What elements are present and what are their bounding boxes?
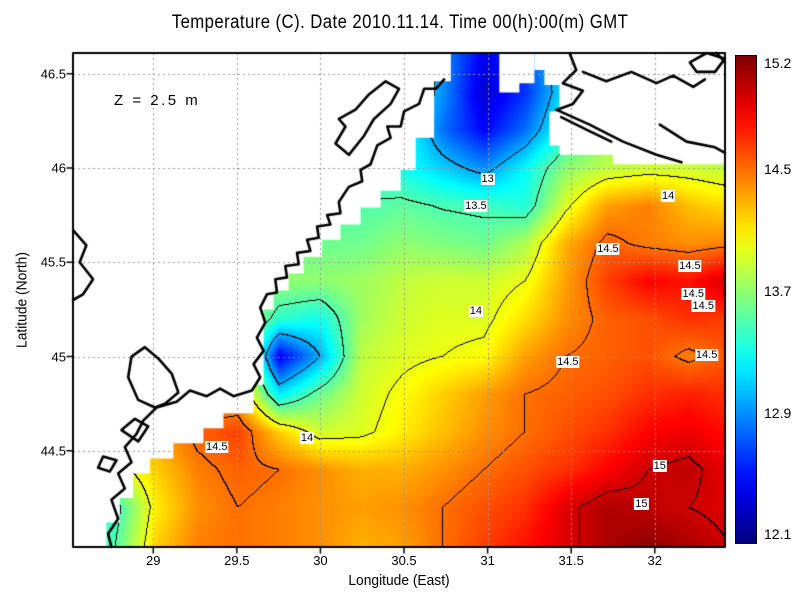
colorbar-tick-label: 14.5 <box>764 161 792 178</box>
plot-title: Temperature (C). Date 2010.11.14. Time 0… <box>171 12 629 33</box>
contour-label: 14.5 <box>691 299 715 312</box>
contour-label: 14.5 <box>556 356 580 369</box>
contour-label: 14.5 <box>205 441 229 454</box>
y-tick-label: 45.5 <box>40 254 66 270</box>
contour-label: 14.5 <box>694 348 719 361</box>
colorbar-tick-label: 12.1 <box>764 526 792 543</box>
y-tick-label: 44.5 <box>40 443 66 459</box>
contour-label: 13.5 <box>464 199 488 212</box>
x-tick-label: 32 <box>647 553 663 568</box>
y-tick-label: 46.5 <box>40 66 66 82</box>
colorbar <box>735 55 757 544</box>
contour-label: 14 <box>299 431 315 444</box>
contour-label: 14.5 <box>678 260 702 273</box>
depth-annotation: Z = 2.5 m <box>114 92 201 109</box>
x-tick-label: 30 <box>313 553 328 568</box>
x-tick-label: 29.5 <box>224 553 250 568</box>
x-tick-label: 30.5 <box>391 553 417 568</box>
x-tick-label: 31 <box>480 553 495 568</box>
x-tick-label: 31.5 <box>558 553 584 568</box>
colorbar-tick-label: 13.7 <box>764 282 792 299</box>
contour-label: 14.5 <box>596 243 620 256</box>
x-axis-label: Longitude (East) <box>348 572 450 589</box>
x-tick-label: 29 <box>146 553 161 568</box>
contour-label: 13 <box>480 173 495 186</box>
y-tick-label: 45 <box>51 349 66 365</box>
contour-label: 15 <box>652 459 667 472</box>
colorbar-tick-label: 12.9 <box>764 404 792 421</box>
contour-label: 14.5 <box>681 288 705 301</box>
colorbar-tick-label: 15.2 <box>764 54 792 71</box>
contour-label: 14 <box>468 305 484 318</box>
contour-label: 14 <box>661 190 676 203</box>
y-tick-label: 46 <box>51 160 66 176</box>
contour-label: 15 <box>634 497 649 510</box>
